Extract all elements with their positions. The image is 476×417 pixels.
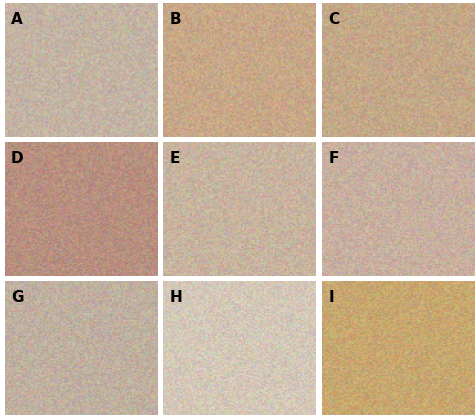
Text: C: C (328, 12, 339, 27)
Text: B: B (169, 12, 181, 27)
Text: A: A (11, 12, 23, 27)
Text: D: D (11, 151, 23, 166)
Text: I: I (328, 290, 334, 305)
Text: H: H (169, 290, 182, 305)
Text: G: G (11, 290, 23, 305)
Text: E: E (169, 151, 180, 166)
Text: F: F (328, 151, 338, 166)
